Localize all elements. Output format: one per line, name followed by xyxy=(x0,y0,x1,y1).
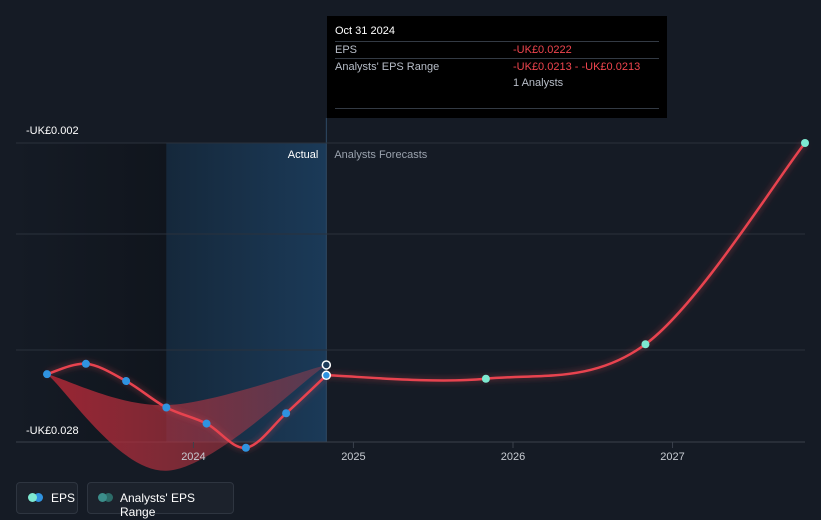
eps-actual-point xyxy=(202,419,211,428)
x-tick-label: 2024 xyxy=(181,451,205,463)
legend-range[interactable]: Analysts' EPS Range xyxy=(87,482,234,519)
tooltip-analysts-row: 1 Analysts xyxy=(335,75,659,92)
tooltip-analysts: 1 Analysts xyxy=(513,77,564,89)
tooltip: Oct 31 2024 EPS -UK£0.0222 Analysts' EPS… xyxy=(327,16,667,118)
region-label-actual: Actual xyxy=(288,149,319,161)
eps-actual-point xyxy=(43,370,51,379)
tooltip-range-row: Analysts' EPS Range -UK£0.0213 - -UK£0.0… xyxy=(335,58,659,76)
eps-actual-point xyxy=(321,370,332,381)
tooltip-eps-label: EPS xyxy=(335,44,358,56)
range-marker-point xyxy=(321,360,332,370)
eps-actual-point xyxy=(282,409,291,418)
tooltip-range-label: Analysts' EPS Range xyxy=(335,61,440,73)
legend-range-label: Analysts' EPS Range xyxy=(120,491,195,519)
legend-eps[interactable]: EPS xyxy=(16,482,78,514)
x-tick-label: 2026 xyxy=(501,451,525,463)
y-label-bottom: -UK£0.028 xyxy=(26,425,79,437)
eps-actual-point xyxy=(81,359,90,368)
region-label-forecast: Analysts Forecasts xyxy=(334,149,427,161)
eps-forecast-line xyxy=(326,142,806,382)
tooltip-range-value: -UK£0.0213 - -UK£0.0213 xyxy=(513,61,641,73)
eps-actual-point xyxy=(162,403,171,412)
range-legend-icon xyxy=(98,493,114,503)
legend-eps-label: EPS xyxy=(51,491,76,505)
x-tick-label: 2027 xyxy=(660,451,684,463)
eps-forecast-glow xyxy=(326,141,808,384)
eps-legend-icon xyxy=(28,493,44,503)
eps-actual-point xyxy=(122,377,131,386)
tooltip-date: Oct 31 2024 xyxy=(335,25,395,37)
x-tick-label: 2025 xyxy=(341,451,365,463)
eps-actual-point xyxy=(241,443,250,452)
tooltip-divider xyxy=(335,108,659,109)
eps-forecast-point xyxy=(801,139,809,147)
tooltip-eps-row: EPS -UK£0.0222 xyxy=(335,41,659,59)
eps-forecast-point xyxy=(641,340,650,349)
tooltip-eps-value: -UK£0.0222 xyxy=(513,44,572,56)
y-label-top: -UK£0.002 xyxy=(26,125,79,137)
eps-forecast-point xyxy=(481,374,490,383)
